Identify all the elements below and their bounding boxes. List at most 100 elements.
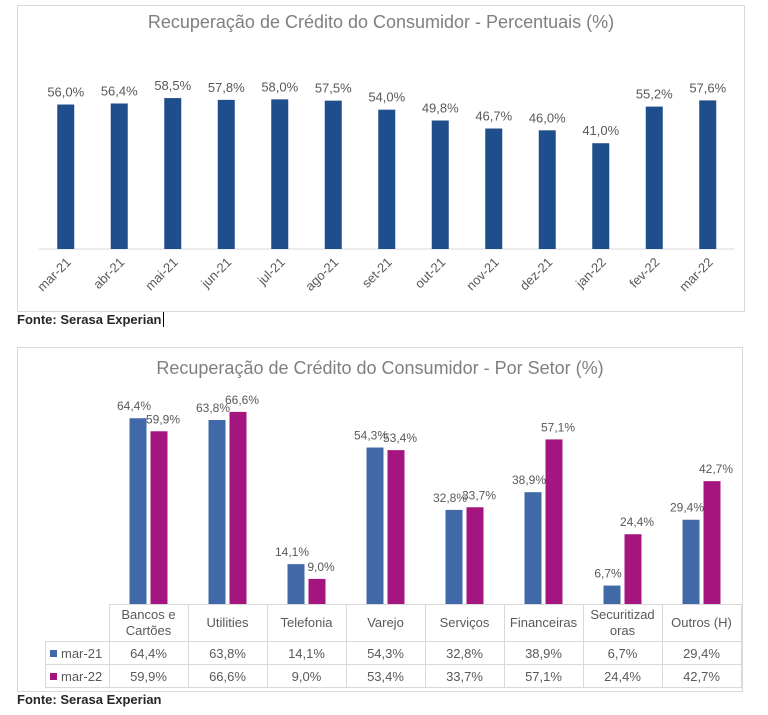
data-table: Bancos e Cartões Utilities Telefonia Varejo S… xyxy=(45,604,742,688)
bar-mar-21 xyxy=(524,492,542,605)
data-label: 59,9% xyxy=(146,412,180,426)
source-note: Fonte: Serasa Experian xyxy=(17,312,164,327)
chart-percentuais-plot: 56,0% mar-21 56,4% abr-21 58,5% mai-21 57,8% ju… xyxy=(34,78,735,295)
bar-mar-22 xyxy=(308,578,326,605)
bar-mar-21 xyxy=(366,447,384,605)
data-label: 66,6% xyxy=(225,393,259,407)
x-tick-label: nov-21 xyxy=(463,255,502,294)
bar-mar-22 xyxy=(545,439,563,605)
bar xyxy=(431,120,449,250)
bar-mar-22 xyxy=(150,431,168,605)
table-corner xyxy=(46,605,110,642)
table-header-cell: Outros (H) xyxy=(661,604,742,642)
chart-por-setor-plot: 64,4%59,9% 63,8%66,6% 14,1%9,0% 54,3%53,4% 3… xyxy=(117,393,733,605)
bar xyxy=(164,98,182,249)
source-text: Fonte: Serasa Experian xyxy=(17,312,162,327)
table-cell: 54,3% xyxy=(345,641,426,665)
chart-percentuais: Recuperação de Crédito do Consumidor - P… xyxy=(17,5,745,312)
table-row: mar-21 64,4% 63,8% 14,1% 54,3% 32,8% 38,9% 6,7%… xyxy=(45,641,742,665)
bar-mar-21 xyxy=(208,419,226,605)
bar xyxy=(57,104,75,250)
data-label: 42,7% xyxy=(699,462,733,476)
bar xyxy=(699,100,717,249)
bar xyxy=(592,143,610,249)
data-label: 56,4% xyxy=(101,83,138,98)
x-tick-label: jan-22 xyxy=(572,255,609,292)
data-label: 32,8% xyxy=(433,491,467,505)
bar xyxy=(271,99,289,249)
data-label: 6,7% xyxy=(594,567,622,581)
data-label: 46,7% xyxy=(475,109,512,124)
data-label: 57,8% xyxy=(208,80,245,95)
data-label: 63,8% xyxy=(196,401,230,415)
table-cell: 24,4% xyxy=(582,664,663,688)
chart-por-setor: Recuperação de Crédito do Consumidor - P… xyxy=(17,347,743,692)
data-label: 49,8% xyxy=(422,101,459,116)
chart-title: Recuperação de Crédito do Consumidor - P… xyxy=(156,358,604,378)
data-label: 56,0% xyxy=(47,85,84,100)
x-tick-label: set-21 xyxy=(359,255,395,291)
bar xyxy=(110,103,128,249)
x-tick-label: jul-21 xyxy=(254,255,288,289)
table-header-cell: Telefonia xyxy=(266,604,347,642)
legend-key: mar-21 xyxy=(45,641,110,665)
table-cell: 63,8% xyxy=(187,641,268,665)
x-tick-label: dez-21 xyxy=(517,255,556,294)
table-cell: 29,4% xyxy=(661,641,742,665)
x-tick-label: abr-21 xyxy=(90,255,127,292)
data-label: 24,4% xyxy=(620,515,654,529)
bar-mar-21 xyxy=(603,585,621,605)
x-tick-label: out-21 xyxy=(412,255,449,292)
table-cell: 66,6% xyxy=(187,664,268,688)
bar-mar-21 xyxy=(445,509,463,605)
data-label: 58,5% xyxy=(154,78,191,93)
table-header-cell: Serviços xyxy=(424,604,505,642)
source-text: Fonte: Serasa Experian xyxy=(17,692,162,707)
data-label: 14,1% xyxy=(275,545,309,559)
bar xyxy=(378,109,396,250)
table-header-cell: Securitizad oras xyxy=(582,604,663,642)
bar-mar-21 xyxy=(682,519,700,605)
data-label: 33,7% xyxy=(462,488,496,502)
data-label: 9,0% xyxy=(307,560,335,574)
x-tick-label: ago-21 xyxy=(302,255,341,294)
bar-mar-21 xyxy=(129,418,147,605)
chart-title: Recuperação de Crédito do Consumidor - P… xyxy=(147,12,615,32)
data-label: 57,1% xyxy=(541,420,575,434)
table-header-cell: Financeiras xyxy=(503,604,584,642)
table-row: mar-22 59,9% 66,6% 9,0% 53,4% 33,7% 57,1% 24,4%… xyxy=(45,664,742,688)
bar xyxy=(217,99,235,249)
bar-mar-22 xyxy=(229,411,247,605)
data-label: 41,0% xyxy=(582,123,619,138)
data-label: 58,0% xyxy=(261,79,298,94)
bar-mar-22 xyxy=(703,481,721,605)
bar-mar-22 xyxy=(624,534,642,605)
legend-key: mar-22 xyxy=(45,664,110,688)
x-tick-label: mar-22 xyxy=(676,255,716,295)
table-cell: 32,8% xyxy=(424,641,505,665)
data-label: 46,0% xyxy=(529,110,566,125)
table-cell: 57,1% xyxy=(503,664,584,688)
data-label: 38,9% xyxy=(512,473,546,487)
table-header-cell: Varejo xyxy=(345,604,426,642)
data-label: 54,0% xyxy=(368,90,405,105)
bar-mar-22 xyxy=(466,507,484,605)
table-cell: 33,7% xyxy=(424,664,505,688)
table-cell: 42,7% xyxy=(661,664,742,688)
bar-mar-22 xyxy=(387,450,405,605)
data-label: 57,5% xyxy=(315,81,352,96)
table-cell: 53,4% xyxy=(345,664,426,688)
data-label: 64,4% xyxy=(117,399,151,413)
x-tick-label: fev-22 xyxy=(626,255,662,291)
table-cell: 59,9% xyxy=(108,664,189,688)
data-label: 54,3% xyxy=(354,429,388,443)
table-cell: 14,1% xyxy=(266,641,347,665)
bar xyxy=(324,100,342,250)
table-cell: 64,4% xyxy=(108,641,189,665)
data-label: 53,4% xyxy=(383,431,417,445)
data-label: 55,2% xyxy=(636,87,673,102)
table-cell: 38,9% xyxy=(503,641,584,665)
bar-mar-21 xyxy=(287,564,305,605)
table-header-cell: Bancos e Cartões xyxy=(108,604,189,642)
legend-swatch xyxy=(50,649,57,657)
